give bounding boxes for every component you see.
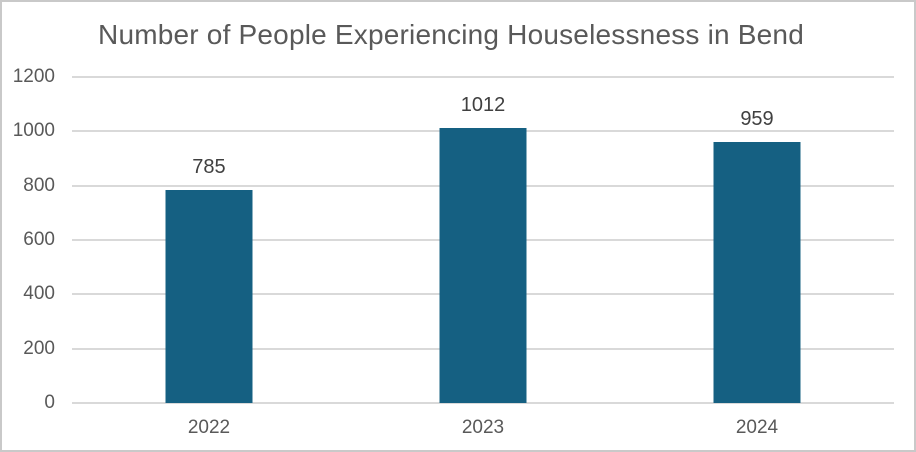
y-tick-label: 800 [23, 174, 55, 196]
plot-area: 785 1012 959 [72, 76, 894, 404]
y-tick-label: 1000 [12, 120, 55, 142]
bar-2023 [439, 128, 527, 403]
x-axis: 2022 2023 2024 [72, 403, 894, 443]
data-label-2023: 1012 [460, 94, 506, 117]
y-tick-label: 600 [23, 229, 55, 250]
x-tick-label: 2023 [461, 417, 505, 438]
y-tick-label: 400 [23, 283, 55, 305]
x-tick-label: 2022 [187, 417, 231, 438]
gridline [72, 76, 894, 78]
y-tick-label: 200 [23, 337, 55, 359]
bar-2022 [165, 189, 253, 403]
y-tick-label: 0 [44, 392, 55, 413]
y-axis: 1200 1000 800 600 400 200 0 [2, 66, 55, 413]
data-label-2024: 959 [740, 108, 774, 131]
x-tick-label: 2024 [735, 417, 779, 438]
gridline [72, 402, 894, 404]
y-tick-label: 1200 [12, 66, 55, 87]
data-label-2022: 785 [192, 155, 226, 178]
bar-2024 [713, 142, 801, 403]
chart-title: Number of People Experiencing Houselessn… [98, 19, 804, 50]
